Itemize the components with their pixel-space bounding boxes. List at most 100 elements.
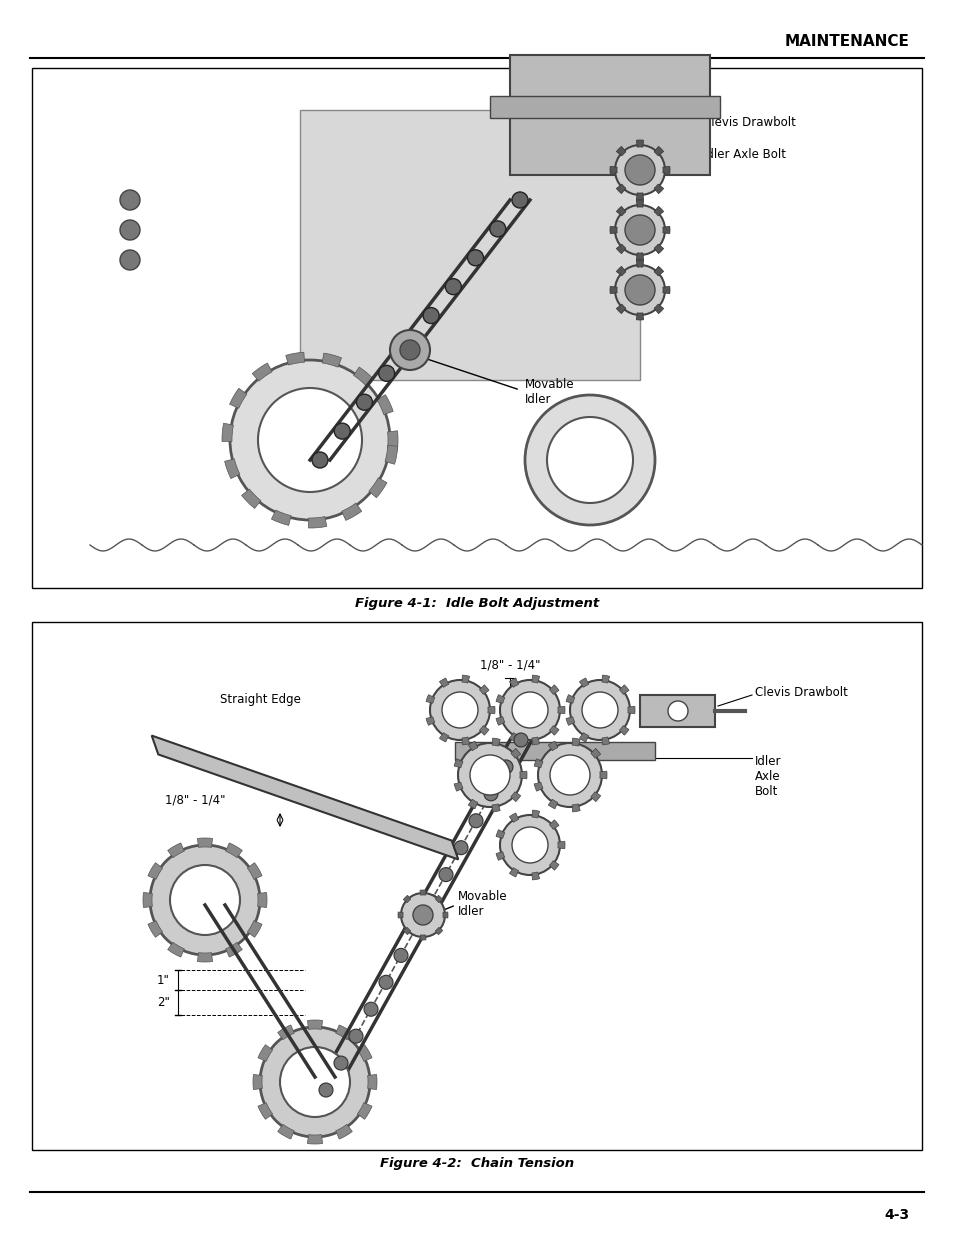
Wedge shape bbox=[492, 804, 499, 811]
Wedge shape bbox=[618, 685, 628, 694]
Circle shape bbox=[624, 215, 655, 245]
Wedge shape bbox=[609, 287, 617, 294]
Wedge shape bbox=[548, 741, 558, 751]
Circle shape bbox=[454, 841, 468, 855]
Circle shape bbox=[512, 191, 527, 207]
Wedge shape bbox=[487, 706, 495, 714]
Circle shape bbox=[280, 1047, 350, 1116]
Circle shape bbox=[624, 156, 655, 185]
Wedge shape bbox=[461, 676, 469, 683]
Wedge shape bbox=[636, 140, 643, 147]
Wedge shape bbox=[168, 942, 184, 957]
Wedge shape bbox=[479, 685, 489, 694]
Circle shape bbox=[423, 894, 437, 909]
Circle shape bbox=[150, 845, 260, 955]
Circle shape bbox=[430, 680, 490, 740]
Wedge shape bbox=[253, 1074, 262, 1089]
Circle shape bbox=[445, 279, 461, 295]
Wedge shape bbox=[532, 676, 539, 683]
Wedge shape bbox=[549, 820, 558, 830]
Bar bbox=[455, 742, 655, 760]
Text: Straight Edge: Straight Edge bbox=[220, 694, 300, 706]
Wedge shape bbox=[419, 890, 426, 895]
Wedge shape bbox=[549, 861, 558, 871]
Text: Figure 4-2:  Chain Tension: Figure 4-2: Chain Tension bbox=[379, 1156, 574, 1170]
Wedge shape bbox=[468, 799, 477, 809]
Wedge shape bbox=[519, 771, 526, 779]
Circle shape bbox=[399, 340, 419, 359]
Wedge shape bbox=[549, 685, 558, 694]
Wedge shape bbox=[590, 748, 600, 758]
Wedge shape bbox=[277, 1025, 294, 1040]
Wedge shape bbox=[496, 830, 504, 839]
Wedge shape bbox=[510, 792, 520, 802]
Circle shape bbox=[413, 905, 433, 925]
Wedge shape bbox=[654, 147, 663, 156]
Wedge shape bbox=[257, 893, 267, 908]
Wedge shape bbox=[616, 304, 625, 314]
Wedge shape bbox=[609, 167, 617, 174]
Circle shape bbox=[390, 330, 430, 370]
Wedge shape bbox=[322, 353, 341, 367]
Text: Idler Axle Bolt: Idler Axle Bolt bbox=[702, 148, 785, 162]
Circle shape bbox=[378, 366, 395, 382]
Circle shape bbox=[498, 760, 513, 774]
Circle shape bbox=[409, 921, 422, 935]
Wedge shape bbox=[307, 1135, 322, 1144]
Circle shape bbox=[667, 701, 687, 721]
Wedge shape bbox=[148, 863, 163, 879]
Text: Movable
Idler: Movable Idler bbox=[524, 378, 574, 406]
Wedge shape bbox=[662, 167, 669, 174]
Wedge shape bbox=[335, 1025, 352, 1040]
Wedge shape bbox=[257, 1103, 273, 1119]
Circle shape bbox=[546, 417, 633, 503]
Text: Clevis Drawbolt: Clevis Drawbolt bbox=[754, 685, 847, 699]
Text: 1": 1" bbox=[157, 973, 170, 987]
Wedge shape bbox=[590, 792, 600, 802]
Circle shape bbox=[120, 249, 140, 270]
Wedge shape bbox=[247, 921, 262, 937]
Circle shape bbox=[457, 743, 521, 806]
Text: 1/8" - 1/4": 1/8" - 1/4" bbox=[479, 658, 539, 672]
Circle shape bbox=[378, 976, 393, 989]
Wedge shape bbox=[168, 844, 184, 857]
Wedge shape bbox=[532, 737, 539, 745]
Wedge shape bbox=[442, 911, 448, 918]
Wedge shape bbox=[636, 261, 643, 267]
Circle shape bbox=[120, 220, 140, 240]
Wedge shape bbox=[618, 726, 628, 735]
Text: 1/8" - 1/4": 1/8" - 1/4" bbox=[165, 794, 225, 806]
Wedge shape bbox=[636, 312, 643, 320]
Wedge shape bbox=[468, 741, 477, 751]
Wedge shape bbox=[226, 942, 242, 957]
Wedge shape bbox=[627, 706, 635, 714]
Wedge shape bbox=[308, 516, 327, 529]
Circle shape bbox=[537, 743, 601, 806]
Wedge shape bbox=[426, 694, 435, 703]
Circle shape bbox=[334, 424, 350, 440]
Wedge shape bbox=[534, 758, 542, 768]
Circle shape bbox=[615, 205, 664, 254]
Circle shape bbox=[120, 190, 140, 210]
Circle shape bbox=[438, 868, 453, 882]
Wedge shape bbox=[335, 1124, 352, 1139]
Circle shape bbox=[624, 275, 655, 305]
Circle shape bbox=[524, 395, 655, 525]
Wedge shape bbox=[532, 872, 539, 879]
Wedge shape bbox=[496, 694, 504, 703]
Circle shape bbox=[470, 755, 510, 795]
Wedge shape bbox=[277, 1124, 294, 1139]
Circle shape bbox=[423, 308, 438, 324]
Circle shape bbox=[400, 893, 444, 937]
Wedge shape bbox=[578, 732, 588, 742]
Wedge shape bbox=[148, 921, 163, 937]
Wedge shape bbox=[609, 226, 617, 233]
Wedge shape bbox=[636, 200, 643, 207]
Wedge shape bbox=[534, 782, 542, 792]
Circle shape bbox=[334, 1056, 348, 1070]
Circle shape bbox=[356, 394, 372, 410]
Wedge shape bbox=[435, 895, 442, 903]
Text: 2": 2" bbox=[157, 995, 170, 1009]
Bar bbox=[490, 96, 720, 119]
Wedge shape bbox=[454, 758, 462, 768]
